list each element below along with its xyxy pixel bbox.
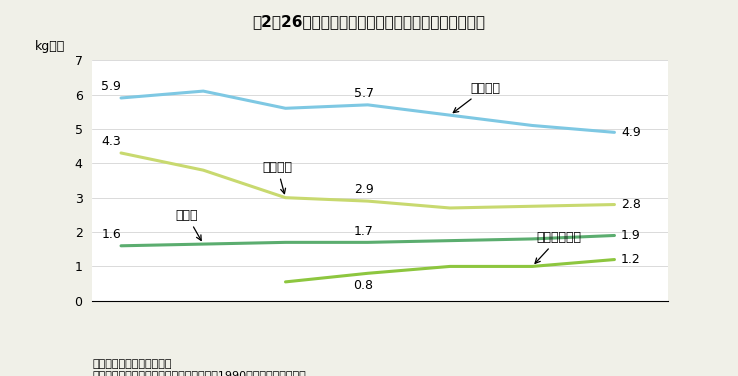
Text: 5.9: 5.9 <box>101 80 121 93</box>
Text: kg／年: kg／年 <box>35 40 65 53</box>
Text: 1.9: 1.9 <box>621 229 641 242</box>
Text: 2.8: 2.8 <box>621 198 641 211</box>
Text: 0.8: 0.8 <box>354 279 373 293</box>
Text: 5.7: 5.7 <box>354 87 373 100</box>
Text: 1.7: 1.7 <box>354 224 373 238</box>
Text: 資料：総務省「家計調査」: 資料：総務省「家計調査」 <box>92 359 172 369</box>
Text: 2.9: 2.9 <box>354 183 373 196</box>
Text: だいこん: だいこん <box>453 82 500 113</box>
Text: レタス: レタス <box>176 209 201 240</box>
Text: 1.6: 1.6 <box>101 228 121 241</box>
Text: 注：ブロッコリーについては、平成２（1990）年から集計を開始: 注：ブロッコリーについては、平成２（1990）年から集計を開始 <box>92 370 306 376</box>
Text: はくさい: はくさい <box>262 161 292 194</box>
Text: 1.2: 1.2 <box>621 253 641 266</box>
Text: 4.3: 4.3 <box>101 135 121 148</box>
Text: 図2－26　主な野菜の１人当たり年間購入数量の推移: 図2－26 主な野菜の１人当たり年間購入数量の推移 <box>252 14 486 29</box>
Text: ブロッコリー: ブロッコリー <box>535 231 582 263</box>
Text: 4.9: 4.9 <box>621 126 641 139</box>
